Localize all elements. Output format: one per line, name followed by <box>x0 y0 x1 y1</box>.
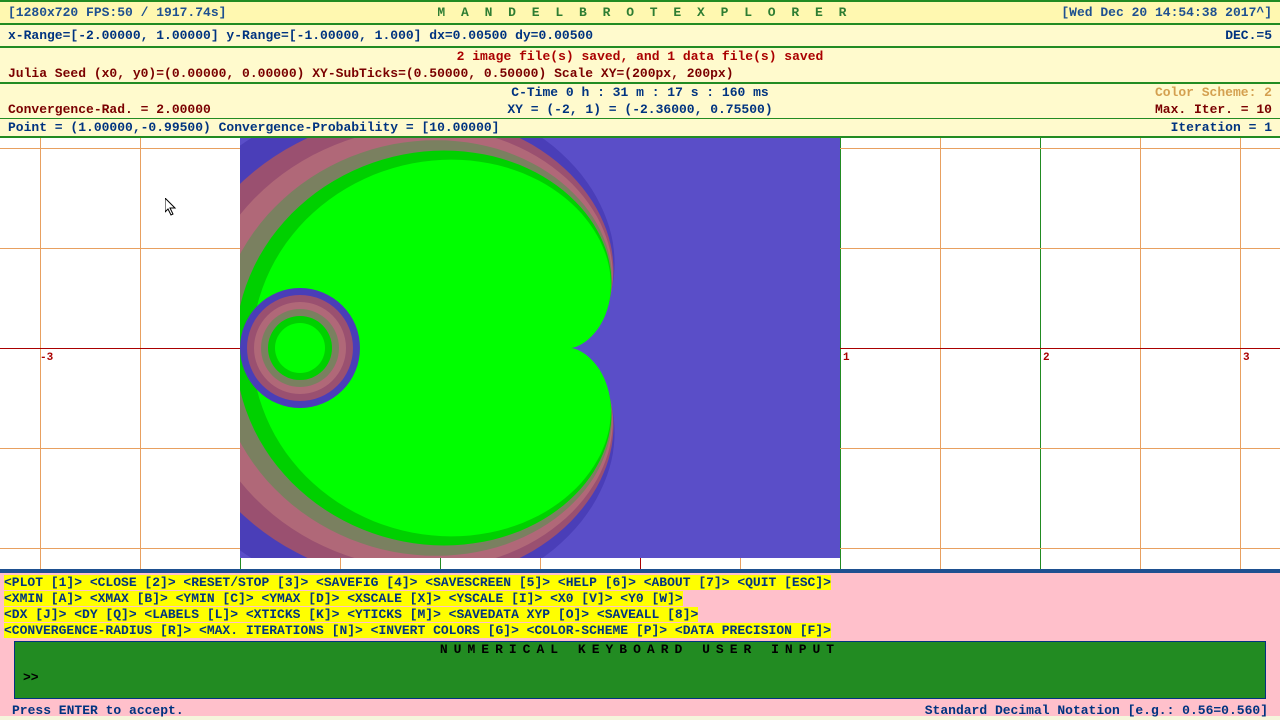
mouse-cursor-icon <box>165 198 177 216</box>
cmd-row-1[interactable]: <PLOT [1]> <CLOSE [2]> <RESET/STOP [3]> … <box>4 575 1276 591</box>
color-scheme: Color Scheme: 2 <box>855 84 1272 101</box>
status-block: C-Time 0 h : 31 m : 17 s : 160 ms Color … <box>0 84 1280 138</box>
iteration: Iteration = 1 <box>1171 119 1272 136</box>
mandelbrot-render <box>240 138 840 558</box>
plot-canvas[interactable]: -3123-1 <box>0 138 1280 569</box>
axis-label: 3 <box>1243 352 1250 364</box>
convergence-radius: Convergence-Rad. = 2.00000 <box>8 101 425 118</box>
footer-hint-right: Standard Decimal Notation [e.g.: 0.56=0.… <box>925 703 1268 719</box>
input-section: NUMERICAL KEYBOARD USER INPUT >> <box>14 641 1266 699</box>
save-status: 2 image file(s) saved, and 1 data file(s… <box>457 48 824 65</box>
axis-label: 1 <box>843 352 850 364</box>
range-row: x-Range=[-2.00000, 1.00000] y-Range=[-1.… <box>0 25 1280 48</box>
axis-label: -3 <box>40 352 53 364</box>
input-prompt[interactable]: >> <box>15 658 1265 697</box>
xy-range: x-Range=[-2.00000, 1.00000] y-Range=[-1.… <box>8 27 593 44</box>
input-header: NUMERICAL KEYBOARD USER INPUT <box>15 642 1265 658</box>
footer-hint-left: Press ENTER to accept. <box>12 703 184 719</box>
footer-bar: Press ENTER to accept. Standard Decimal … <box>4 699 1276 719</box>
cmd-row-4[interactable]: <CONVERGENCE-RADIUS [R]> <MAX. ITERATION… <box>4 623 1276 639</box>
julia-seed: Julia Seed (x0, y0)=(0.00000, 0.00000) X… <box>8 65 734 82</box>
command-panel: <PLOT [1]> <CLOSE [2]> <RESET/STOP [3]> … <box>0 569 1280 716</box>
resolution-fps: [1280x720 FPS:50 / 1917.74s] <box>8 4 226 21</box>
point-probability: Point = (1.00000,-0.99500) Convergence-P… <box>8 119 499 136</box>
title-bar: [1280x720 FPS:50 / 1917.74s] M A N D E L… <box>0 0 1280 25</box>
decimals: DEC.=5 <box>1225 27 1272 44</box>
compute-time: C-Time 0 h : 31 m : 17 s : 160 ms <box>511 84 768 101</box>
datetime: [Wed Dec 20 14:54:38 2017^] <box>1061 4 1272 21</box>
xy-coords: XY = (-2, 1) = (-2.36000, 0.75500) <box>507 101 772 118</box>
cmd-row-3[interactable]: <DX [J]> <DY [Q]> <LABELS [L]> <XTICKS [… <box>4 607 1276 623</box>
app-title: M A N D E L B R O T E X P L O R E R <box>437 4 850 21</box>
julia-row: 2 image file(s) saved, and 1 data file(s… <box>0 48 1280 84</box>
max-iter: Max. Iter. = 10 <box>855 101 1272 118</box>
axis-label: 2 <box>1043 352 1050 364</box>
cmd-row-2[interactable]: <XMIN [A]> <XMAX [B]> <YMIN [C]> <YMAX [… <box>4 591 1276 607</box>
